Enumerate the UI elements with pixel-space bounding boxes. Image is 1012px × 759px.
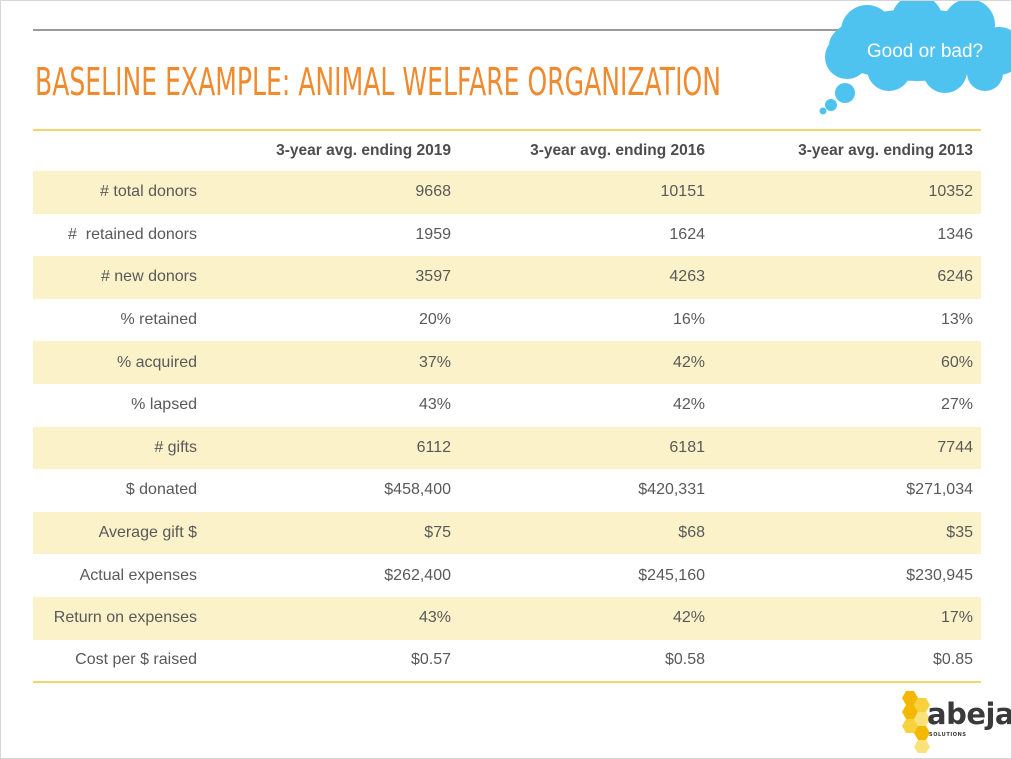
cell-value: 17% [940, 609, 973, 627]
row-label: # new donors [100, 268, 197, 286]
row-label: # total donors [100, 183, 197, 201]
header-cell-2019: 3-year avg. ending 2019 [276, 142, 451, 159]
table-row: % lapsed 43% 42% 27% [33, 384, 981, 427]
header-cell-label [33, 130, 205, 171]
table-row: Cost per $ raised $0.57 $0.58 $0.85 [33, 640, 981, 683]
cell-value: 60% [940, 353, 973, 371]
logo-tagline: SOLUTIONS [929, 732, 967, 738]
cell-value: 13% [940, 311, 973, 329]
cell-value: 37% [418, 353, 451, 371]
row-label: Return on expenses [53, 609, 197, 627]
slide-title: BASELINE EXAMPLE: ANIMAL WELFARE ORGANIZ… [35, 60, 721, 104]
cell-value: 43% [418, 609, 451, 627]
cell-value: 6112 [416, 438, 451, 456]
cell-value: $420,331 [638, 481, 705, 499]
cell-value: 27% [940, 396, 973, 414]
cell-value: $0.57 [410, 651, 451, 669]
cell-value: 10352 [928, 183, 974, 201]
cell-value: 3597 [415, 268, 451, 286]
table-row: Actual expenses $262,400 $245,160 $230,9… [33, 554, 981, 597]
cell-value: 4263 [669, 268, 705, 286]
row-label: % retained [120, 311, 198, 329]
cell-value: 20% [418, 311, 451, 329]
cell-value: 1346 [937, 225, 973, 243]
cell-value: $245,160 [638, 566, 705, 584]
cell-value: $68 [678, 524, 705, 542]
table-row: # retained donors 1959 1624 1346 [33, 214, 981, 257]
row-label: $ donated [125, 481, 197, 499]
logo-wordmark: abeja [927, 697, 1012, 731]
cell-value: 16% [672, 311, 705, 329]
cell-value: $230,945 [906, 566, 973, 584]
cell-value: 7744 [937, 438, 973, 456]
row-label: # retained donors [68, 225, 197, 243]
table-row: # gifts 6112 6181 7744 [33, 426, 981, 470]
row-label: % acquired [116, 353, 197, 371]
cell-value: $271,034 [906, 481, 973, 499]
row-label: Actual expenses [79, 566, 197, 584]
header-cell-2016: 3-year avg. ending 2016 [530, 142, 705, 159]
cell-value: 9668 [415, 183, 451, 201]
cell-value: $35 [946, 524, 973, 542]
cell-value: 42% [672, 609, 705, 627]
row-label: Average gift $ [98, 524, 197, 542]
cell-value: 1624 [669, 225, 705, 243]
header-cell-2013: 3-year avg. ending 2013 [798, 142, 973, 159]
cell-value: 6181 [669, 438, 705, 456]
table-row: % acquired 37% 42% 60% [33, 341, 981, 384]
row-label: Cost per $ raised [75, 651, 197, 669]
thought-cloud-icon [819, 1, 1011, 115]
row-label: # gifts [154, 438, 197, 456]
cell-value: $0.85 [932, 651, 973, 669]
table-row: # total donors 9668 10151 10352 [33, 171, 981, 214]
cell-value: 42% [672, 353, 705, 371]
cell-value: $0.58 [664, 651, 705, 669]
table-row: % retained 20% 16% 13% [33, 299, 981, 342]
table-row: # new donors 3597 4263 6246 [33, 256, 981, 299]
table-row: Return on expenses 43% 42% 17% [33, 596, 981, 640]
metrics-table: 3-year avg. ending 2019 3-year avg. endi… [33, 129, 981, 683]
cell-value: $75 [424, 524, 451, 542]
cell-value: 43% [418, 396, 451, 414]
row-label: % lapsed [131, 396, 197, 414]
table-row: Average gift $ $75 $68 $35 [33, 511, 981, 555]
callout-text: Good or bad? [866, 41, 984, 62]
cell-value: 42% [672, 396, 705, 414]
top-rule [33, 29, 839, 31]
table-header-row: 3-year avg. ending 2019 3-year avg. endi… [33, 130, 981, 171]
cell-value: $262,400 [384, 566, 451, 584]
cell-value: 10151 [660, 183, 706, 201]
cell-value: 6246 [937, 268, 973, 286]
cell-value: $458,400 [384, 481, 451, 499]
cell-value: 1959 [415, 225, 451, 243]
table-row: $ donated $458,400 $420,331 $271,034 [33, 469, 981, 512]
metrics-table-container: 3-year avg. ending 2019 3-year avg. endi… [33, 129, 981, 683]
honeycomb-icon [902, 691, 930, 753]
